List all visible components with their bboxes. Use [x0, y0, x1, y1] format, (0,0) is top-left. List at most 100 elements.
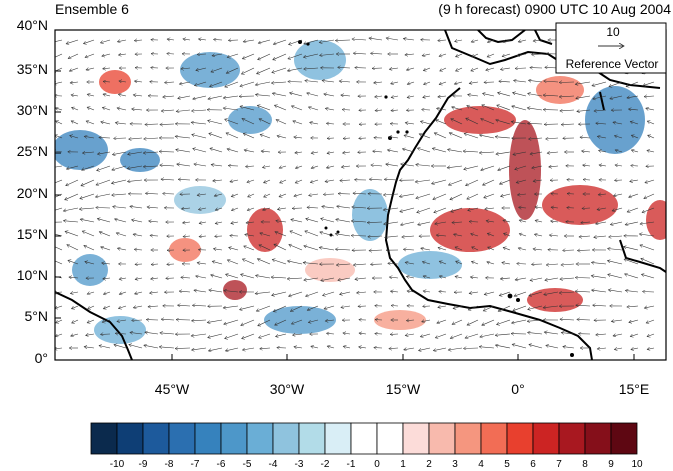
wind-vector: [145, 124, 159, 125]
wind-vector: [352, 207, 367, 208]
wind-vector: [295, 152, 303, 153]
wind-vector: [309, 194, 319, 196]
wind-vector: [514, 80, 527, 82]
wind-vector: [225, 347, 239, 351]
wind-vector: [271, 82, 287, 83]
wind-vector: [389, 137, 399, 138]
wind-vector: [112, 151, 127, 155]
wind-vector: [179, 291, 191, 292]
colorbar-swatch: [350, 422, 378, 455]
wind-vector: [115, 333, 127, 334]
wind-vector: [55, 179, 63, 184]
wind-vector: [647, 150, 655, 152]
wind-vector: [116, 233, 127, 237]
wind-vector: [84, 246, 95, 251]
wind-vector: [294, 137, 303, 138]
wind-vector: [399, 193, 415, 197]
wind-vector: [97, 165, 111, 171]
wind-vector: [359, 347, 367, 348]
wind-vector: [549, 166, 559, 167]
wind-vector: [375, 110, 383, 111]
wind-vector: [642, 292, 655, 293]
wind-vector: [527, 320, 543, 321]
wind-vector: [96, 179, 111, 185]
wind-vector: [338, 67, 351, 68]
wind-vector: [167, 39, 175, 40]
wind-vector: [405, 334, 415, 336]
wind-vector: [405, 262, 415, 264]
wind-vector: [433, 347, 447, 351]
wind-vector: [471, 234, 479, 237]
colorbar-swatch: [90, 422, 118, 455]
wind-vector: [615, 165, 623, 166]
wind-vector: [551, 221, 559, 222]
wind-vector: [500, 278, 511, 279]
anomaly-patch: [374, 310, 426, 330]
colorbar-label: 6: [530, 459, 536, 470]
wind-vector: [85, 53, 95, 57]
wind-vector: [225, 119, 239, 125]
wind-vector: [305, 81, 319, 83]
wind-vector: [627, 207, 639, 212]
wind-vector: [630, 180, 639, 182]
wind-vector: [640, 245, 655, 251]
wind-vector: [259, 119, 271, 125]
colorbar-swatch: [220, 422, 248, 455]
wind-vector: [181, 68, 191, 69]
wind-vector: [629, 319, 639, 322]
wind-vector: [211, 67, 223, 72]
wind-vector: [307, 207, 319, 208]
wind-vector: [452, 107, 463, 111]
wind-vector: [132, 320, 143, 321]
wind-vector: [291, 319, 303, 324]
colorbar-label: -4: [268, 459, 278, 470]
wind-vector: [596, 334, 607, 335]
wind-vector: [528, 138, 543, 139]
wind-vector: [196, 67, 207, 70]
wind-vector: [467, 193, 479, 199]
wind-vector: [502, 263, 511, 265]
wind-vector: [198, 39, 207, 40]
wind-vector: [272, 259, 287, 265]
colorbar-swatch: [428, 422, 456, 455]
wind-vector: [69, 67, 79, 71]
anomaly-patch: [120, 148, 160, 172]
wind-vector: [272, 291, 287, 295]
x-tick-label: 0°: [511, 381, 525, 397]
wind-vector: [448, 149, 463, 153]
colorbar-swatch: [610, 422, 638, 455]
wind-vector: [422, 262, 431, 265]
wind-vector: [65, 231, 79, 237]
wind-vector: [243, 40, 255, 42]
wind-vector: [515, 278, 527, 280]
wind-vector: [82, 152, 95, 153]
wind-vector: [455, 247, 463, 251]
wind-vector: [311, 346, 319, 348]
wind-vector: [311, 152, 319, 153]
wind-vector: [386, 38, 399, 41]
wind-vector: [308, 107, 319, 111]
wind-vector: [307, 93, 319, 97]
wind-vector: [530, 277, 543, 281]
wind-vector: [534, 234, 543, 236]
wind-vector: [559, 82, 575, 83]
y-tick-label: 30°N: [16, 102, 48, 118]
wind-vector: [193, 149, 207, 153]
wind-vector: [213, 39, 223, 40]
y-tick-label: 25°N: [16, 143, 48, 159]
wind-vector: [199, 222, 207, 223]
plot-area: [55, 30, 666, 360]
wind-vector: [338, 277, 351, 280]
anomaly-patch: [542, 185, 618, 225]
wind-vector: [402, 149, 415, 153]
wind-vector: [561, 124, 575, 125]
wind-vector: [150, 292, 159, 293]
wind-vector: [560, 110, 575, 111]
wind-vector: [259, 245, 271, 251]
wind-vector: [197, 194, 207, 195]
colorbar-swatch: [454, 422, 482, 455]
wind-vector: [295, 166, 303, 168]
wind-vector: [643, 81, 655, 86]
wind-vector: [533, 249, 543, 250]
wind-vector: [369, 250, 383, 251]
